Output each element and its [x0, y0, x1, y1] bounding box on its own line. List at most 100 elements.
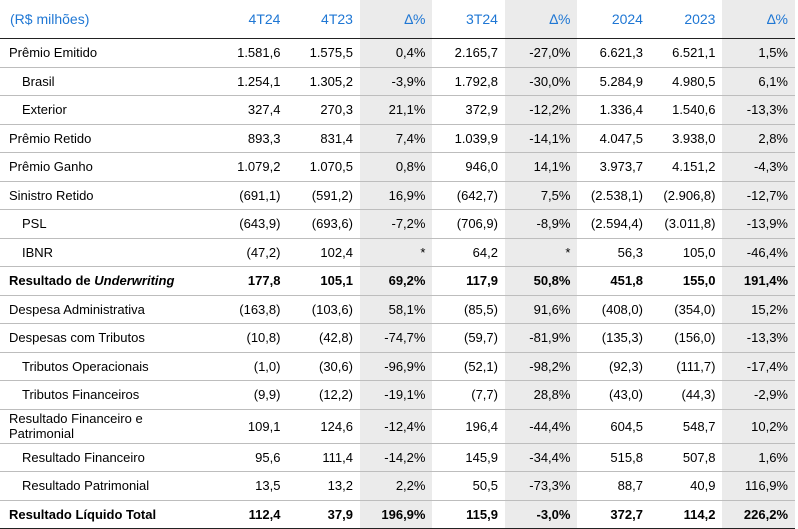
row-label: Sinistro Retido — [9, 187, 94, 203]
cell: (103,6) — [311, 301, 353, 317]
row-exterior: Exterior 327,4 270,3 21,1% 372,9 -12,2% … — [0, 95, 795, 124]
cell: (52,1) — [464, 358, 498, 374]
units-label: (R$ milhões) — [0, 0, 215, 39]
row-premio-ganho: Prêmio Ganho 1.079,2 1.070,5 0,8% 946,0 … — [0, 152, 795, 181]
row-label: PSL — [22, 216, 47, 232]
row-label: IBNR — [22, 244, 54, 260]
cell: -12,4% — [359, 409, 433, 443]
cell: 831,4 — [320, 130, 353, 146]
cell: 16,9% — [359, 181, 433, 210]
row-label-emphasis: Underwriting — [94, 273, 175, 289]
cell: 88,7 — [617, 478, 643, 494]
cell: 226,2% — [722, 500, 795, 529]
cell: -27,0% — [504, 38, 578, 67]
cell: -3,9% — [359, 67, 433, 96]
cell: (85,5) — [464, 301, 498, 317]
cell: 21,1% — [359, 95, 433, 124]
cell: 109,1 — [247, 418, 281, 434]
cell: 548,7 — [682, 418, 716, 434]
row-label: Prêmio Retido — [9, 130, 92, 146]
cell: 372,7 — [610, 506, 643, 522]
cell: 37,9 — [327, 506, 353, 522]
cell: -74,7% — [359, 323, 433, 352]
cell: (591,2) — [311, 187, 353, 203]
cell: (706,9) — [456, 216, 498, 232]
cell: 507,8 — [682, 449, 716, 465]
cell: (693,6) — [311, 216, 353, 232]
cell: (642,7) — [456, 187, 498, 203]
row-label: Resultado Financeiro — [22, 449, 145, 465]
cell: 191,4% — [722, 266, 795, 295]
row-despesas-tributos: Despesas com Tributos (10,8) (42,8) -74,… — [0, 323, 795, 352]
cell: -98,2% — [504, 352, 578, 381]
row-label: Tributos Financeiros — [22, 387, 140, 403]
cell: 14,1% — [504, 152, 578, 181]
cell: -4,3% — [722, 152, 795, 181]
row-premio-emitido: Prêmio Emitido 1.581,6 1.575,5 0,4% 2.16… — [0, 38, 795, 67]
row-label: Prêmio Ganho — [9, 159, 93, 175]
cell: 0,8% — [359, 152, 433, 181]
row-resultado-liquido-total: Resultado Líquido Total 112,4 37,9 196,9… — [0, 500, 795, 529]
col-header-delta-year: ∆% — [722, 0, 795, 39]
cell: (156,0) — [674, 330, 716, 346]
cell: 69,2% — [359, 266, 433, 295]
cell: (2.538,1) — [590, 187, 643, 203]
cell: -81,9% — [504, 323, 578, 352]
cell: -8,9% — [504, 209, 578, 238]
cell: (30,6) — [319, 358, 353, 374]
cell: 893,3 — [247, 130, 281, 146]
cell: 124,6 — [320, 418, 353, 434]
cell: 604,5 — [610, 418, 643, 434]
cell: 50,8% — [504, 266, 578, 295]
cell: (10,8) — [246, 330, 281, 346]
cell: 1.540,6 — [672, 102, 716, 118]
cell: -44,4% — [504, 409, 578, 443]
row-psl: PSL (643,9) (693,6) -7,2% (706,9) -8,9% … — [0, 209, 795, 238]
cell: 1,6% — [722, 443, 795, 472]
cell: (1,0) — [253, 358, 281, 374]
cell: (42,8) — [319, 330, 353, 346]
cell: 2.165,7 — [454, 45, 498, 61]
cell: 327,4 — [247, 102, 281, 118]
cell: 114,2 — [683, 506, 716, 522]
cell: 115,9 — [466, 506, 498, 522]
row-premio-retido: Prêmio Retido 893,3 831,4 7,4% 1.039,9 -… — [0, 124, 795, 153]
cell: (354,0) — [674, 301, 716, 317]
cell: 105,0 — [682, 244, 716, 260]
cell: -96,9% — [359, 352, 433, 381]
cell: 15,2% — [722, 295, 795, 324]
cell: (44,3) — [681, 387, 716, 403]
cell: 6.521,1 — [672, 45, 716, 61]
cell: (643,9) — [239, 216, 281, 232]
cell: 0,4% — [359, 38, 433, 67]
cell: 28,8% — [504, 380, 578, 409]
row-tributos-financeiros: Tributos Financeiros (9,9) (12,2) -19,1%… — [0, 380, 795, 409]
cell: 13,2 — [327, 478, 353, 494]
cell: 40,9 — [690, 478, 716, 494]
cell: -17,4% — [722, 352, 795, 381]
cell: (163,8) — [239, 301, 281, 317]
cell: 5.284,9 — [599, 73, 643, 89]
row-label: Despesas com Tributos — [9, 330, 145, 346]
cell: 4.980,5 — [672, 73, 716, 89]
row-label: Resultado Líquido Total — [9, 506, 157, 522]
cell: 64,2 — [472, 244, 498, 260]
cell: 6,1% — [722, 67, 795, 96]
cell: 1.039,9 — [454, 130, 498, 146]
cell: 1.079,2 — [237, 159, 281, 175]
cell: 112,4 — [248, 506, 281, 522]
row-label: Despesa Administrativa — [9, 301, 145, 317]
cell: (135,3) — [601, 330, 643, 346]
row-sinistro-retido: Sinistro Retido (691,1) (591,2) 16,9% (6… — [0, 181, 795, 210]
row-label: Exterior — [22, 102, 67, 118]
cell: 4.047,5 — [599, 130, 643, 146]
cell: 13,5 — [255, 478, 281, 494]
col-header-4t23: 4T23 — [287, 0, 360, 39]
row-resultado-financeiro-patrimonial: Resultado Financeiro e Patrimonial 109,1… — [0, 409, 795, 443]
cell: -73,3% — [504, 471, 578, 500]
cell: (59,7) — [464, 330, 498, 346]
cell: (111,7) — [676, 358, 716, 374]
cell: 4.151,2 — [672, 159, 716, 175]
col-header-2023: 2023 — [649, 0, 723, 39]
